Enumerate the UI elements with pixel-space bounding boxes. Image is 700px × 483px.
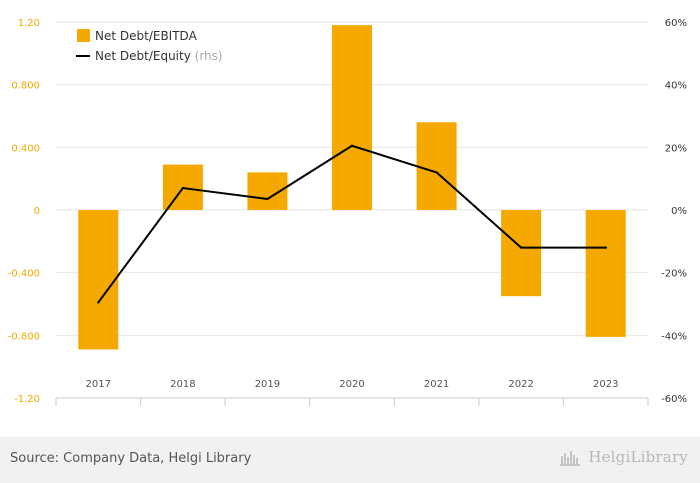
bar-2020 <box>332 25 372 211</box>
bar-2022 <box>501 210 542 297</box>
source-note: Source: Company Data, Helgi Library <box>10 451 252 466</box>
y-left-tick-label: 0.800 <box>11 81 40 92</box>
bar-2017 <box>78 210 119 350</box>
x-tick-label: 2017 <box>86 379 111 390</box>
x-tick-label: 2022 <box>508 379 533 390</box>
line-point-2021 <box>435 171 438 174</box>
line-point-2022 <box>519 246 523 249</box>
y-right-tick-label: -60% <box>661 394 687 405</box>
legend-rhs-note: (rhs) <box>195 49 223 63</box>
y-right-tick-label: -40% <box>661 331 687 342</box>
y-right-tick-label: 20% <box>665 143 687 154</box>
x-tick-label: 2019 <box>255 379 280 390</box>
chart: 1.20 60% 0.800 40% 0.400 20% 0 0% -0.400 -20% -0.8… <box>8 18 687 406</box>
y-left-tick-label: 0 <box>34 206 40 217</box>
y-right-tick-label: -20% <box>661 269 687 280</box>
line-point-2019 <box>266 197 269 201</box>
y-right-tick-label: 40% <box>665 81 687 92</box>
bar-2023 <box>585 210 626 337</box>
legend-label-line-name: Net Debt/Equity <box>95 49 195 63</box>
library-logo-icon <box>560 451 581 466</box>
line-point-2018 <box>181 186 185 190</box>
footer: Source: Company Data, Helgi Library Helg… <box>0 437 700 483</box>
brand-name: HelgiLibrary <box>588 448 688 466</box>
y-left-tick-label: 1.20 <box>18 18 40 29</box>
y-left-tick-label: -1.20 <box>14 394 40 405</box>
y-left-tick-label: 0.400 <box>11 143 40 154</box>
legend-label-line: Net Debt/Equity (rhs) <box>95 49 223 63</box>
line-point-2023 <box>604 246 607 249</box>
y-left-tick-label: -0.800 <box>8 331 40 342</box>
y-left-tick-label: -0.400 <box>8 269 40 280</box>
x-tick-label: 2021 <box>424 379 449 390</box>
x-tick-label: 2018 <box>170 379 195 390</box>
legend-swatch-bar <box>77 29 90 42</box>
y-right-tick-label: 0% <box>671 206 687 217</box>
legend-label-bar: Net Debt/EBITDA <box>95 29 198 43</box>
bar-2021 <box>416 122 457 210</box>
x-tick-label: 2020 <box>339 379 364 390</box>
line-point-2020 <box>350 144 354 147</box>
brand-logo: HelgiLibrary <box>560 448 688 466</box>
x-tick-label: 2023 <box>593 379 618 390</box>
y-right-tick-label: 60% <box>665 18 687 29</box>
line-point-2017 <box>97 301 100 304</box>
